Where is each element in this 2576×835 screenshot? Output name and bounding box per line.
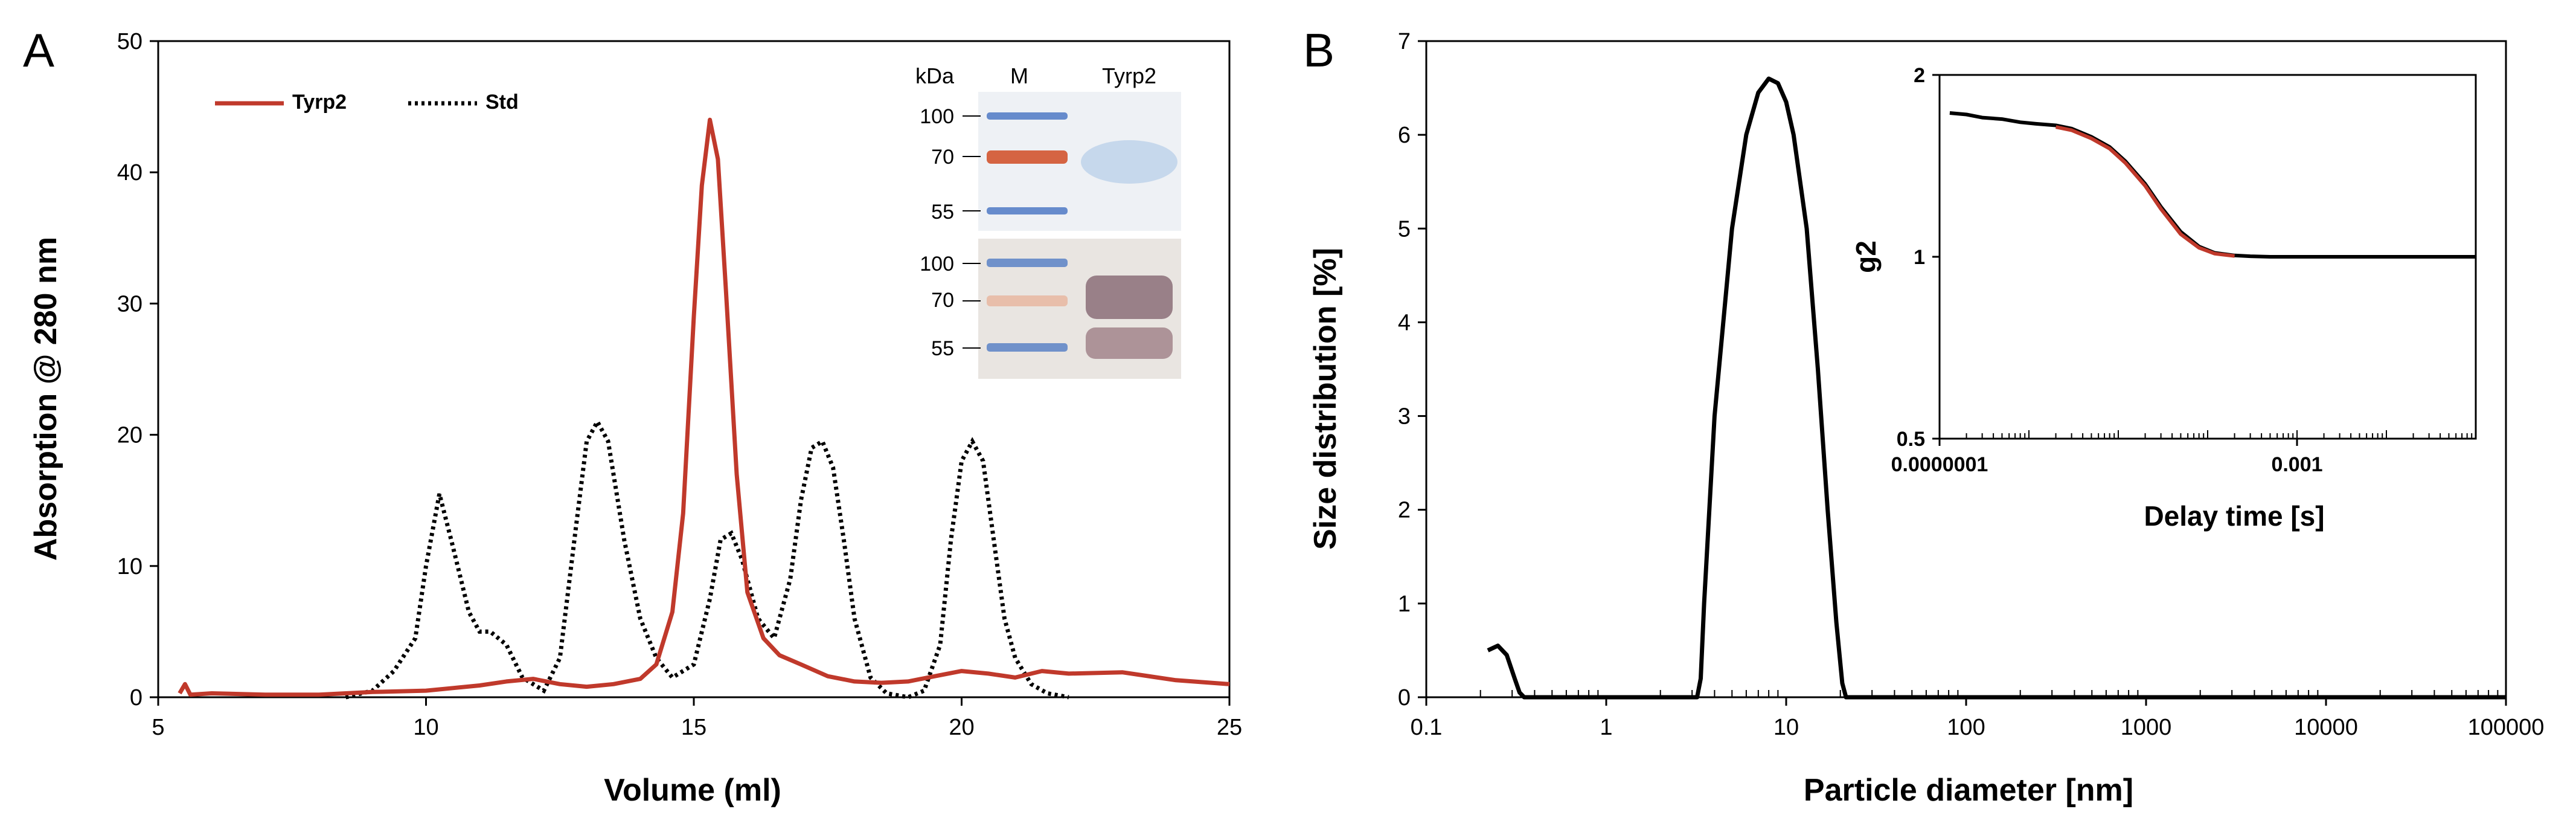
panel-a-x-tick-label: 5 [152, 715, 164, 740]
panel-b-inset: 0.0000001 0.001 0.5 1 2 [1891, 64, 2477, 476]
series-tyrp2-line [178, 117, 1230, 697]
panel-a-x-tick-label: 20 [949, 715, 974, 740]
size-distribution-line [1487, 76, 2506, 700]
gel-upper-marker-55-band [987, 207, 1068, 214]
gel-lower-marker-55-label: 55 [931, 337, 954, 360]
panel-b-plot-area: 0.1 1 10 100 1000 10000 100000 0 1 2 3 4 5 6 7 [1398, 29, 2545, 740]
inset-y-tick-label: 0.5 [1897, 428, 1925, 451]
gel-lower-tyrp2-band-upper [1086, 276, 1173, 319]
panel-b-y-tick-label: 2 [1398, 498, 1411, 523]
panel-a-label: A [23, 24, 54, 77]
panel-a-x-tick-label: 10 [413, 715, 438, 740]
panel-a: A 5 10 15 20 25 0 10 20 30 40 50 Volume (ml) Absor… [23, 24, 1242, 808]
panel-b-y-tick-label: 3 [1398, 404, 1411, 430]
gel-lower-marker-100-label: 100 [920, 253, 954, 276]
gel-lower-tyrp2-band-lower [1086, 327, 1173, 359]
gel-lower-marker-70-band [987, 295, 1068, 306]
gel-upper-marker-100-label: 100 [920, 105, 954, 128]
panel-b-y-tick-label: 1 [1398, 592, 1411, 617]
panel-b: B 0.1 1 10 100 1000 10000 100000 0 1 2 3 4 5 6 7 Parti… [1303, 24, 2544, 808]
gel-upper-tyrp2-band [1081, 140, 1177, 184]
panel-a-plot-area: 5 10 15 20 25 0 10 20 30 40 50 [117, 29, 1242, 740]
gel-upper-marker-70-label: 70 [931, 146, 954, 169]
inset-fit-line [2055, 125, 2235, 258]
panel-a-y-tick-label: 30 [117, 291, 143, 317]
inset-x-tick-label: 0.0000001 [1891, 453, 1988, 476]
gel-inset: kDa M Tyrp2 100 70 55 [915, 63, 1181, 379]
series-std-line [345, 417, 1069, 700]
panel-b-y-tick-label: 5 [1398, 216, 1411, 242]
panel-a-y-tick-label: 10 [117, 554, 143, 579]
inset-y-tick-label: 1 [1914, 246, 1925, 269]
gel-lane-tyrp2-header: Tyrp2 [1102, 63, 1156, 88]
panel-b-x-tick-label: 1 [1600, 715, 1612, 740]
gel-kda-header: kDa [915, 63, 955, 88]
panel-b-x-tick-label: 10 [1773, 715, 1799, 740]
panel-a-legend: Tyrp2 Std [215, 91, 519, 114]
panel-a-x-tick-label: 15 [681, 715, 706, 740]
panel-b-x-tick-label: 1000 [2121, 715, 2172, 740]
panel-b-x-tick-label: 100 [1947, 715, 1985, 740]
panel-b-x-tick-label: 0.1 [1411, 715, 1443, 740]
inset-y-axis-label: g2 [1850, 240, 1882, 273]
inset-y-tick-label: 2 [1914, 64, 1925, 87]
legend-std-label: Std [485, 91, 519, 114]
inset-x-axis-label: Delay time [s] [2144, 500, 2324, 532]
panel-b-y-tick-label: 4 [1398, 310, 1411, 335]
panel-a-y-tick-label: 0 [130, 685, 143, 711]
panel-a-x-tick-label: 25 [1217, 715, 1242, 740]
panel-a-y-tick-label: 50 [117, 29, 143, 54]
panel-b-y-tick-label: 0 [1398, 685, 1411, 711]
gel-upper-marker-55-label: 55 [931, 201, 954, 224]
panel-b-x-tick-label: 100000 [2468, 715, 2545, 740]
panel-b-y-tick-label: 6 [1398, 123, 1411, 148]
panel-b-y-axis-label: Size distribution [%] [1308, 248, 1343, 550]
legend-tyrp2-label: Tyrp2 [292, 91, 347, 114]
gel-upper-marker-100-band [987, 112, 1068, 120]
gel-lane-m-header: M [1010, 63, 1028, 88]
panel-a-x-axis-label: Volume (ml) [604, 773, 781, 808]
panel-a-y-tick-label: 20 [117, 423, 143, 448]
gel-blot-upper: 100 70 55 [920, 92, 1181, 231]
gel-upper-marker-70-band [987, 150, 1068, 164]
panel-a-y-axis-label: Absorption @ 280 nm [28, 237, 63, 561]
gel-blot-lower: 100 70 55 [920, 239, 1181, 379]
panel-b-label: B [1303, 24, 1334, 77]
panel-b-y-tick-label: 7 [1398, 29, 1411, 54]
gel-lower-marker-70-label: 70 [931, 289, 954, 312]
gel-lower-marker-55-band [987, 343, 1068, 352]
panel-a-y-tick-label: 40 [117, 160, 143, 185]
panel-b-x-tick-label: 10000 [2294, 715, 2358, 740]
gel-lower-marker-100-band [987, 259, 1068, 267]
inset-x-tick-label: 0.001 [2271, 453, 2322, 476]
panel-b-x-axis-label: Particle diameter [nm] [1804, 773, 2133, 808]
